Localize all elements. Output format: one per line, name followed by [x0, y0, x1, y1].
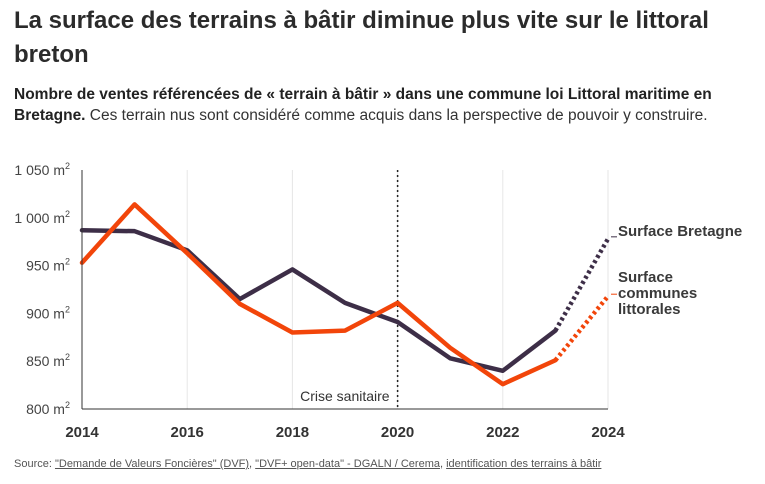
series-end-label: Surface communes littorales: [618, 269, 697, 318]
chart-title: La surface des terrains à bâtir diminue …: [14, 7, 709, 68]
axis-layer: 800 m2 850 m2 900 m2 950 m2 1 000 m2 1 050 m2…: [14, 161, 625, 441]
source-prefix: Source:: [14, 458, 55, 470]
source-separator: ,: [439, 458, 447, 470]
y-tick-label: 950 m2: [26, 257, 70, 274]
y-tick-label: 1 000 m2: [14, 209, 70, 226]
series-line-projected: [553, 294, 610, 362]
source-link-dvf[interactable]: "Demande de Valeurs Foncières" (DVF): [54, 458, 250, 470]
x-tick-label: 2014: [65, 424, 99, 441]
series-line-solid: [79, 227, 558, 374]
y-tick-label: 850 m2: [26, 352, 70, 369]
x-tick-label: 2024: [591, 424, 625, 441]
x-tick-label: 2020: [381, 424, 414, 441]
series-layer: [79, 202, 610, 387]
subtitle-bold: Nombre de ventes référencées de « terrai…: [14, 86, 712, 124]
series-line-solid: [79, 202, 558, 387]
annotation-layer: Crise sanitaire: [300, 170, 399, 409]
series-end-label: Surface Bretagne: [618, 223, 742, 240]
y-tick-label: 900 m2: [26, 304, 70, 321]
subtitle-normal: Ces terrain nus sont considéré comme acq…: [85, 107, 708, 124]
source-link-identification[interactable]: identification des terrains à bâtir: [446, 458, 602, 470]
y-tick-label: 800 m2: [26, 400, 70, 417]
label-layer: Surface Bretagne Surface communes littorale…: [611, 223, 742, 318]
x-tick-label: 2018: [276, 424, 309, 441]
source-note: Source: "Demande de Valeurs Foncières" (…: [14, 458, 601, 470]
series-line-projected: [553, 237, 610, 332]
annotation-label: Crise sanitaire: [300, 388, 390, 404]
chart-subtitle: Nombre de ventes référencées de « terrai…: [14, 84, 754, 126]
source-separator: ,: [249, 458, 256, 470]
y-tick-label: 1 050 m2: [14, 161, 70, 178]
x-tick-label: 2016: [171, 424, 204, 441]
source-link-dvf-plus[interactable]: "DVF+ open-data" - DGALN / Cerema: [255, 458, 440, 470]
x-tick-label: 2022: [486, 424, 519, 441]
